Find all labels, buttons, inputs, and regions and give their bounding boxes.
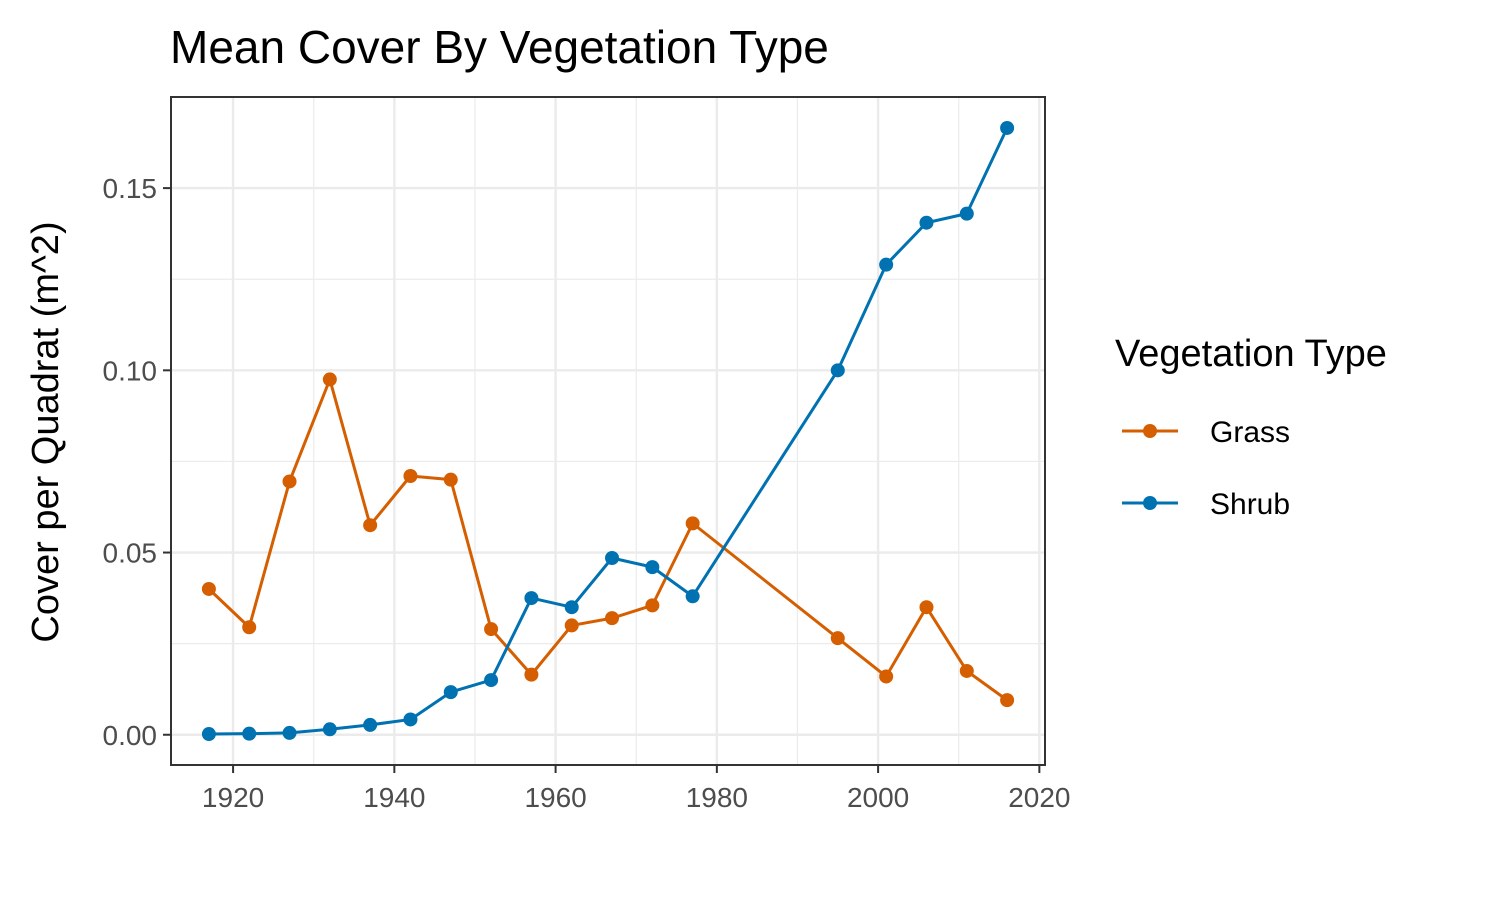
y-tick-label: 0.10 — [103, 355, 158, 386]
shrub-data-point — [830, 363, 845, 378]
legend-label-grass: Grass — [1210, 416, 1290, 449]
x-tick-label: 2000 — [847, 782, 909, 813]
shrub-data-point — [282, 725, 297, 740]
shrub-data-point — [363, 717, 378, 732]
shrub-data-point — [524, 591, 539, 606]
x-tick-label: 1980 — [686, 782, 748, 813]
grass-data-point — [201, 581, 216, 596]
legend-key-point — [1143, 424, 1157, 438]
x-tick-label: 1960 — [524, 782, 586, 813]
grass-data-point — [484, 622, 499, 637]
grass-data-point — [605, 611, 620, 626]
legend-title: Vegetation Type — [1115, 333, 1387, 375]
grass-data-point — [879, 669, 894, 684]
grass-data-point — [282, 474, 297, 489]
legend-item-grass: Grass — [1122, 416, 1290, 449]
chart-title: Mean Cover By Vegetation Type — [170, 21, 829, 73]
shrub-data-point — [201, 727, 216, 742]
shrub-data-point — [443, 685, 458, 700]
plot-panel: 1920 1940 1960 1980 2000 2020 0.00 0.05 0.10 0.15 — [103, 96, 1071, 813]
grass-data-point — [830, 631, 845, 646]
shrub-data-point — [242, 726, 257, 741]
shrub-data-point — [605, 551, 620, 566]
legend-key-point — [1143, 496, 1157, 510]
legend: Vegetation Type Grass Shrub — [1115, 333, 1387, 521]
plot-border — [170, 96, 1046, 766]
shrub-data-point — [564, 600, 579, 615]
grass-data-point — [322, 372, 337, 387]
legend-item-shrub: Shrub — [1122, 488, 1290, 521]
x-tick-label: 2020 — [1008, 782, 1070, 813]
shrub-data-point — [484, 673, 499, 688]
grass-data-point — [242, 620, 257, 635]
shrub-data-point — [403, 712, 418, 727]
grass-data-point — [1000, 693, 1015, 708]
grass-data-point — [564, 618, 579, 633]
grass-data-point — [685, 516, 700, 531]
y-axis-title: Cover per Quadrat (m^2) — [25, 221, 67, 642]
shrub-data-point — [959, 206, 974, 221]
shrub-data-point — [879, 257, 894, 272]
grass-data-point — [363, 518, 378, 533]
y-tick-label: 0.00 — [103, 720, 158, 751]
grass-data-point — [524, 667, 539, 682]
shrub-data-point — [1000, 120, 1015, 135]
shrub-data-point — [322, 722, 337, 737]
y-tick-label: 0.15 — [103, 173, 158, 204]
grass-data-point — [403, 469, 418, 484]
grass-data-point — [919, 600, 934, 615]
shrub-data-point — [645, 560, 660, 575]
x-tick-label: 1920 — [202, 782, 264, 813]
y-tick-label: 0.05 — [103, 538, 158, 569]
shrub-data-point — [685, 589, 700, 604]
grass-series-line — [207, 377, 1008, 702]
grass-data-point — [645, 598, 660, 613]
legend-label-shrub: Shrub — [1210, 488, 1290, 521]
x-tick-label: 1940 — [363, 782, 425, 813]
grass-data-point — [959, 663, 974, 678]
shrub-data-point — [919, 215, 934, 230]
grass-data-point — [443, 472, 458, 487]
